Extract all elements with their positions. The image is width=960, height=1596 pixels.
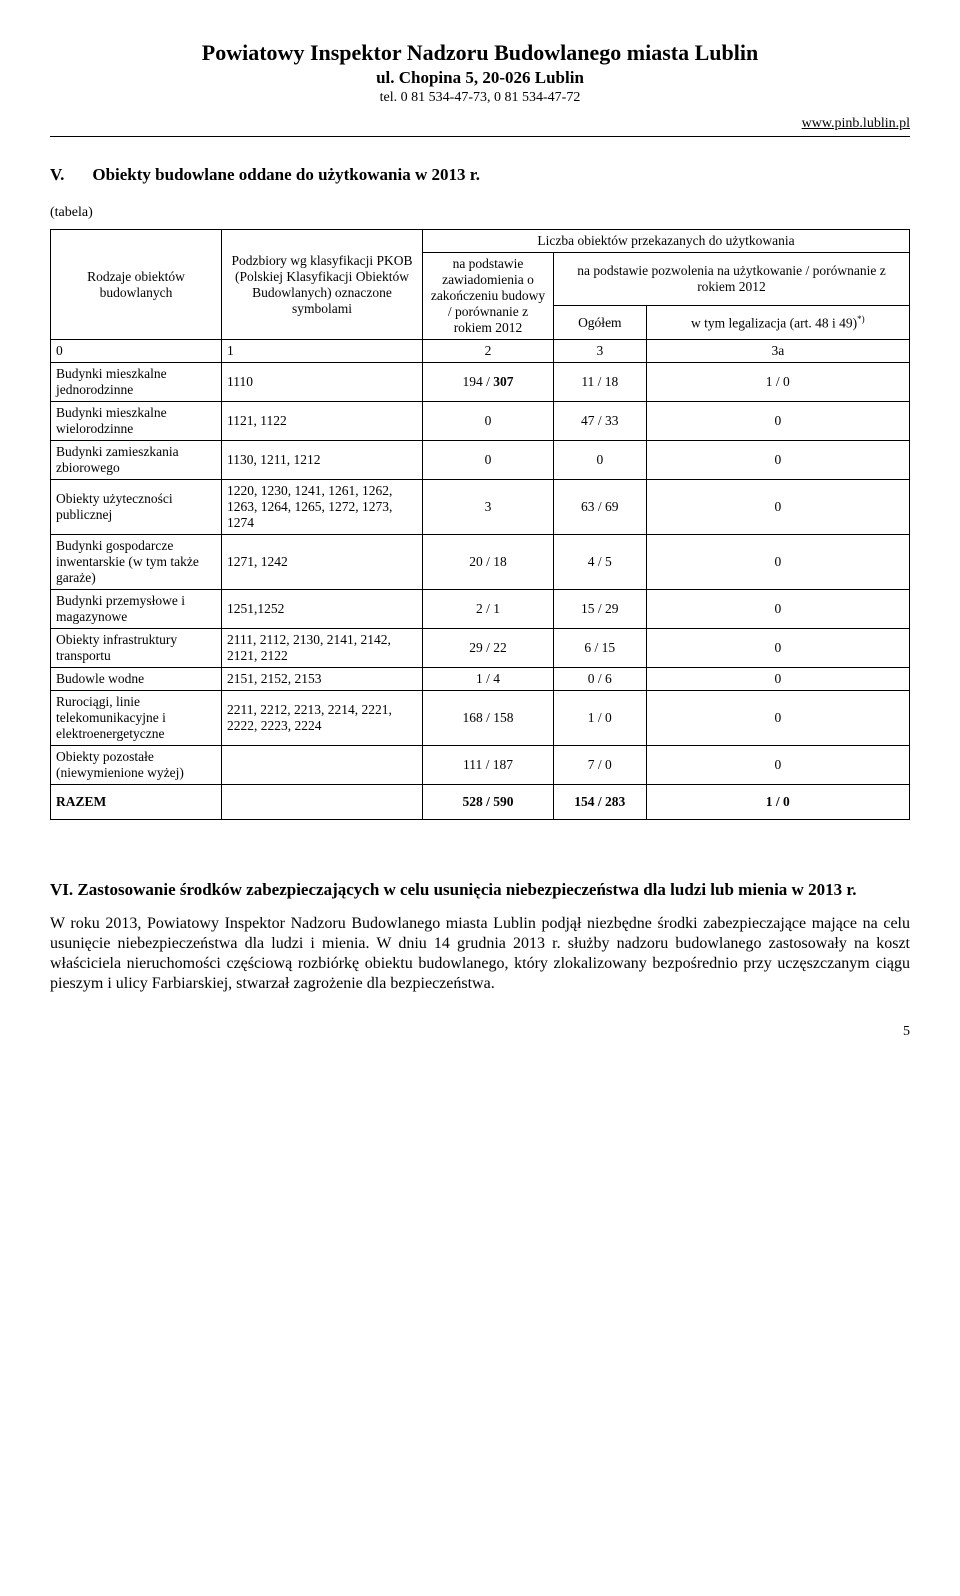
row-name: Budynki mieszkalne wielorodzinne (51, 402, 222, 441)
row-name: Obiekty użyteczności publicznej (51, 480, 222, 535)
row-col4: 0 (646, 668, 909, 691)
index-cell: 3 (554, 340, 647, 363)
row-col2: 168 / 158 (423, 691, 554, 746)
row-codes: 1110 (222, 363, 423, 402)
razem-cell: 1 / 0 (646, 785, 909, 820)
agency-url: www.pinb.lublin.pl (50, 116, 910, 132)
row-col3: 6 / 15 (554, 629, 647, 668)
row-col3: 0 (554, 441, 647, 480)
row-col3: 15 / 29 (554, 590, 647, 629)
section-v-text: Obiekty budowlane oddane do użytkowania … (92, 165, 480, 185)
col-header-pkob: Podzbiory wg klasyfikacji PKOB (Polskiej… (222, 230, 423, 340)
col-header-type: Rodzaje obiektów budowlanych (51, 230, 222, 340)
row-col3: 7 / 0 (554, 746, 647, 785)
row-col4: 0 (646, 480, 909, 535)
row-col4: 0 (646, 629, 909, 668)
razem-cell: 528 / 590 (423, 785, 554, 820)
razem-cell (222, 785, 423, 820)
row-codes: 1251,1252 (222, 590, 423, 629)
razem-cell: 154 / 283 (554, 785, 647, 820)
row-codes: 1220, 1230, 1241, 1261, 1262, 1263, 1264… (222, 480, 423, 535)
row-col2: 20 / 18 (423, 535, 554, 590)
section-v-number: V. (50, 165, 64, 185)
index-cell: 0 (51, 340, 222, 363)
row-col3: 63 / 69 (554, 480, 647, 535)
row-col4: 0 (646, 590, 909, 629)
row-col4: 0 (646, 746, 909, 785)
page-header: Powiatowy Inspektor Nadzoru Budowlanego … (50, 40, 910, 106)
col-header-legal-text: w tym legalizacja (art. 48 i 49) (691, 315, 857, 330)
row-col2: 194 / 307 (423, 363, 554, 402)
col-header-legal-sup: *) (857, 314, 865, 324)
col-header-legal: w tym legalizacja (art. 48 i 49)*) (646, 306, 909, 340)
row-col4: 0 (646, 535, 909, 590)
agency-telephone: tel. 0 81 534-47-73, 0 81 534-47-72 (50, 90, 910, 106)
page-number: 5 (50, 1024, 910, 1040)
row-name: Budynki zamieszkania zbiorowego (51, 441, 222, 480)
row-col3: 1 / 0 (554, 691, 647, 746)
row-col2: 111 / 187 (423, 746, 554, 785)
index-cell: 3a (646, 340, 909, 363)
row-col2: 0 (423, 441, 554, 480)
row-col4: 1 / 0 (646, 363, 909, 402)
col-header-group: Liczba obiektów przekazanych do użytkowa… (423, 230, 910, 253)
row-name: Obiekty infrastruktury transportu (51, 629, 222, 668)
agency-title: Powiatowy Inspektor Nadzoru Budowlanego … (50, 40, 910, 66)
col-header-notice: na podstawie zawiadomienia o zakończeniu… (423, 253, 554, 340)
row-col4: 0 (646, 402, 909, 441)
table-caption: (tabela) (50, 205, 910, 221)
row-col4: 0 (646, 441, 909, 480)
row-codes (222, 746, 423, 785)
header-divider (50, 136, 910, 137)
row-name: Budynki mieszkalne jednorodzinne (51, 363, 222, 402)
row-codes: 2111, 2112, 2130, 2141, 2142, 2121, 2122 (222, 629, 423, 668)
col-header-permit-top: na podstawie pozwolenia na użytkowanie /… (554, 253, 910, 306)
col-header-ogolem: Ogółem (554, 306, 647, 340)
row-col2: 2 / 1 (423, 590, 554, 629)
row-codes: 1121, 1122 (222, 402, 423, 441)
row-col3: 4 / 5 (554, 535, 647, 590)
row-codes: 2151, 2152, 2153 (222, 668, 423, 691)
row-col2: 1 / 4 (423, 668, 554, 691)
section-vi: VI. Zastosowanie środków zabezpieczający… (50, 880, 910, 994)
row-col3: 11 / 18 (554, 363, 647, 402)
row-codes: 1130, 1211, 1212 (222, 441, 423, 480)
row-name: Obiekty pozostałe (niewymienione wyżej) (51, 746, 222, 785)
index-cell: 2 (423, 340, 554, 363)
row-name: Budynki przemysłowe i magazynowe (51, 590, 222, 629)
row-codes: 1271, 1242 (222, 535, 423, 590)
row-col2: 3 (423, 480, 554, 535)
row-name: Rurociągi, linie telekomunikacyjne i ele… (51, 691, 222, 746)
section-vi-body: W roku 2013, Powiatowy Inspektor Nadzoru… (50, 914, 910, 994)
row-col4: 0 (646, 691, 909, 746)
row-name: Budynki gospodarcze inwentarskie (w tym … (51, 535, 222, 590)
agency-address: ul. Chopina 5, 20-026 Lublin (50, 68, 910, 88)
row-col2: 29 / 22 (423, 629, 554, 668)
row-col3: 47 / 33 (554, 402, 647, 441)
objects-table: Rodzaje obiektów budowlanych Podzbiory w… (50, 229, 910, 820)
row-name: Budowle wodne (51, 668, 222, 691)
row-codes: 2211, 2212, 2213, 2214, 2221, 2222, 2223… (222, 691, 423, 746)
section-vi-title: VI. Zastosowanie środków zabezpieczający… (50, 880, 910, 900)
row-col3: 0 / 6 (554, 668, 647, 691)
razem-cell: RAZEM (51, 785, 222, 820)
row-col2: 0 (423, 402, 554, 441)
section-v-title: V. Obiekty budowlane oddane do użytkowan… (50, 165, 910, 185)
index-cell: 1 (222, 340, 423, 363)
